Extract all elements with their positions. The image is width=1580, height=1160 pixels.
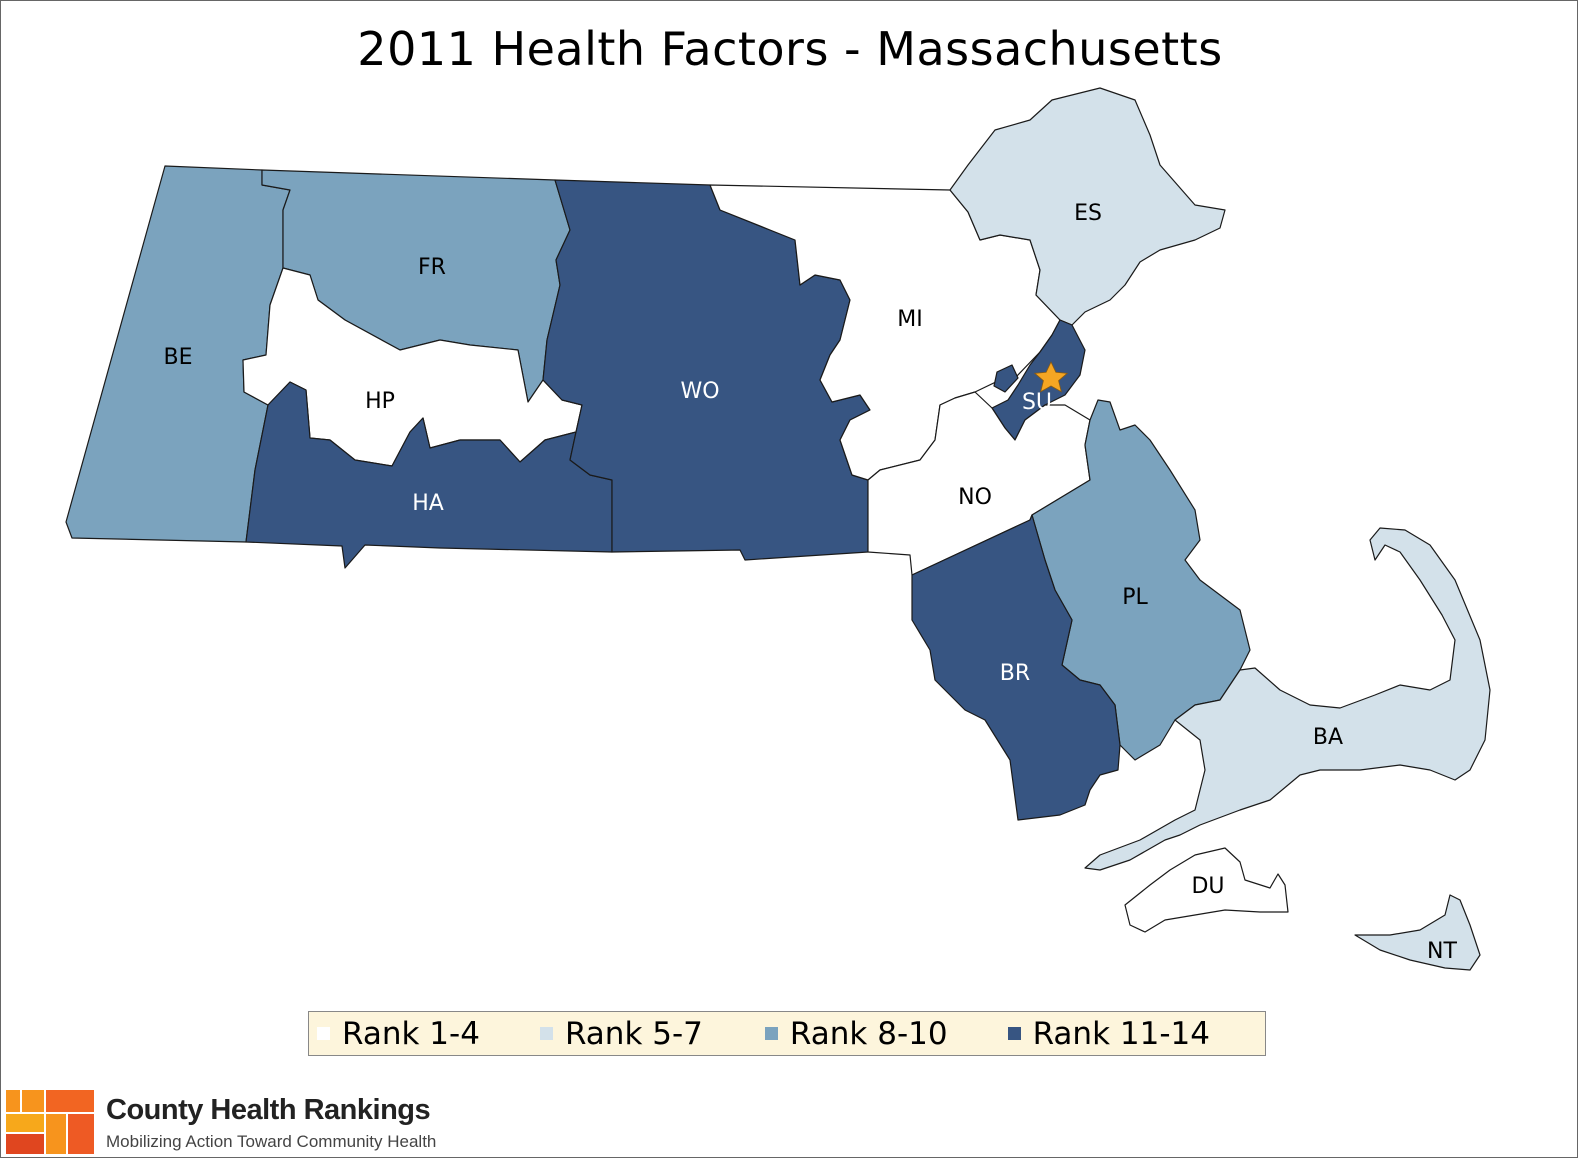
county-ES[interactable]	[949, 87, 1226, 326]
county-DU[interactable]	[1124, 847, 1289, 933]
legend-item-rank-5-7: Rank 5-7	[539, 1015, 703, 1052]
legend-item-rank-8-10: Rank 8-10	[764, 1015, 948, 1052]
legend-label: Rank 8-10	[789, 1015, 948, 1052]
map-title: 2011 Health Factors - Massachusetts	[357, 22, 1223, 76]
label-NO: NO	[958, 485, 992, 510]
legend-label: Rank 5-7	[564, 1015, 703, 1052]
label-BE: BE	[164, 345, 193, 370]
label-NT: NT	[1427, 939, 1457, 964]
label-PL: PL	[1122, 585, 1148, 610]
label-HA: HA	[412, 491, 444, 516]
label-FR: FR	[418, 255, 446, 280]
legend-swatch	[764, 1027, 778, 1040]
label-BR: BR	[1000, 661, 1030, 686]
county-NT[interactable]	[1354, 894, 1481, 971]
legend-swatch	[1007, 1027, 1021, 1040]
label-BA: BA	[1313, 725, 1343, 750]
logo-subtitle: Mobilizing Action Toward Community Healt…	[106, 1132, 437, 1151]
label-WO: WO	[680, 379, 719, 404]
legend: Rank 1-4 Rank 5-7 Rank 8-10 Rank 11-14	[308, 1011, 1266, 1056]
county-BR[interactable]	[911, 514, 1121, 821]
logo-title: County Health Rankings	[106, 1094, 431, 1126]
label-HP: HP	[365, 389, 395, 414]
legend-label: Rank 1-4	[342, 1015, 480, 1052]
legend-item-rank-11-14: Rank 11-14	[1007, 1015, 1210, 1052]
star-icon	[1033, 361, 1069, 393]
county-BA[interactable]	[1084, 527, 1491, 871]
label-SU: SU	[1022, 390, 1052, 415]
county-health-rankings-logo: County Health Rankings Mobilizing Action…	[6, 1090, 466, 1156]
county-HA[interactable]	[245, 381, 613, 569]
legend-label: Rank 11-14	[1032, 1015, 1210, 1052]
legend-swatch	[539, 1027, 553, 1040]
label-ES: ES	[1074, 201, 1102, 226]
logo-mark-icon	[6, 1090, 94, 1154]
legend-item-rank-1-4: Rank 1-4	[317, 1016, 480, 1052]
label-DU: DU	[1191, 874, 1224, 899]
legend-swatch	[317, 1027, 330, 1040]
label-MI: MI	[897, 307, 922, 332]
